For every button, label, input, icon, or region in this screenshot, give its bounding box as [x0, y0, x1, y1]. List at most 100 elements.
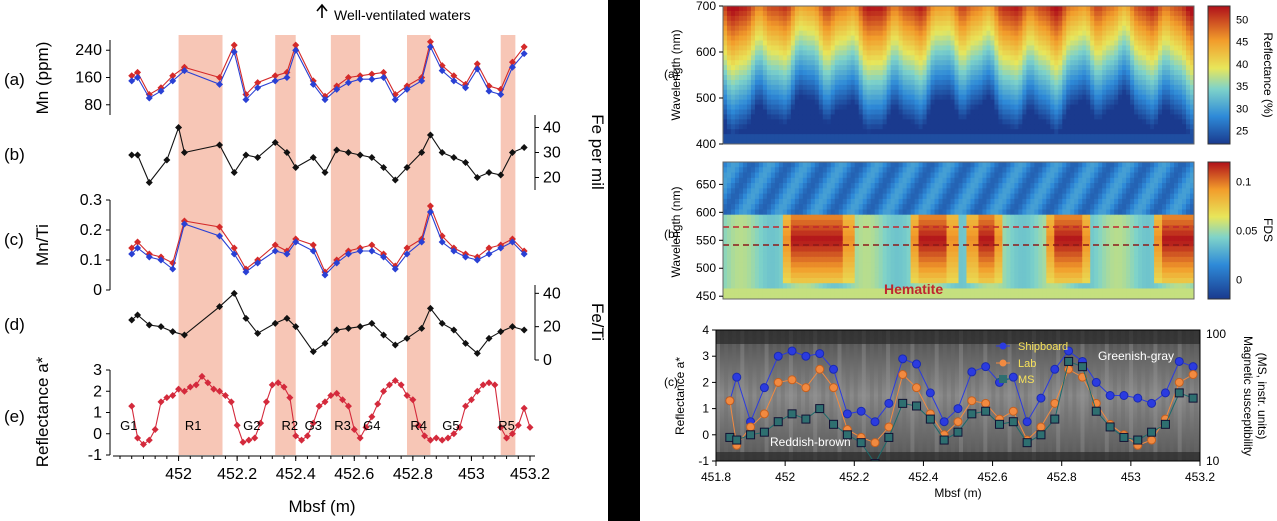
heat-a-cell: [1162, 109, 1167, 116]
heat-a-cell: [1098, 119, 1103, 125]
heat-a-cell: [958, 75, 964, 81]
heat-a-cell: [1066, 30, 1071, 37]
heat-a-cell: [830, 79, 836, 86]
heat-a-cell: [750, 129, 756, 135]
heat-a-cell: [770, 50, 776, 56]
heat-a-cell: [886, 134, 892, 140]
heat-b-cell: [878, 172, 884, 179]
heat-b-cell: [738, 235, 744, 242]
heat-a-cell: [830, 60, 836, 66]
heat-b-cell: [874, 162, 880, 168]
heat-a-cell: [1134, 129, 1139, 135]
heat-b-cell: [850, 177, 856, 184]
heat-b-cell: [826, 241, 832, 247]
heat-a-cell: [990, 124, 996, 130]
heat-b-cell: [886, 177, 892, 184]
heat-a-cell: [1006, 84, 1011, 91]
heat-a-cell: [974, 65, 980, 71]
heat-a-cell: [1078, 129, 1083, 135]
heat-b-cell: [830, 193, 836, 200]
heat-b-cell: [770, 198, 776, 205]
heat-a-cell: [898, 10, 904, 17]
heat-b-cell: [762, 167, 768, 174]
heat-a-cell: [1086, 89, 1091, 96]
heat-a-cell: [754, 25, 760, 32]
heat-a-cell: [918, 50, 924, 56]
feti-series-point: [230, 289, 238, 297]
heat-b-cell: [822, 209, 828, 216]
heat-b-cell: [850, 262, 856, 268]
heat-a-cell: [782, 20, 788, 27]
heat-a-cell: [994, 60, 1000, 66]
heat-a-cell: [854, 70, 860, 76]
heat-b-cell: [830, 277, 836, 284]
heat-b-cell: [906, 293, 912, 299]
heat-a-cell: [762, 75, 768, 81]
heat-b-cell: [842, 177, 848, 184]
heat-b-cell: [742, 251, 748, 258]
heat-a-cell: [842, 50, 848, 56]
heat-a-cell: [814, 134, 820, 140]
heat-a-cell: [850, 134, 856, 140]
heat-b-cell: [810, 162, 816, 168]
heat-a-cell: [1178, 94, 1183, 101]
heat-b-cell: [758, 183, 764, 189]
heat-a-cell: [730, 75, 736, 81]
heat-b-cell: [898, 209, 904, 216]
heat-a-cell: [1122, 25, 1127, 32]
heat-b-cell: [726, 193, 732, 200]
heat-b-cell: [834, 262, 840, 268]
heat-b-cell: [790, 193, 796, 200]
heat-a-cell: [1130, 70, 1135, 76]
heat-a-cell: [1042, 40, 1047, 47]
heat-a-cell: [986, 114, 992, 120]
heat-a-cell: [842, 84, 848, 91]
reflectance-series-point: [362, 423, 370, 431]
heat-b-cell: [806, 293, 812, 299]
heat-b-cell: [802, 172, 808, 179]
heat-a-cell: [1166, 99, 1171, 106]
heat-a-cell: [842, 55, 848, 61]
heat-a-cell: [930, 35, 936, 42]
heat-a-cell: [1174, 25, 1179, 32]
heat-b-cell: [730, 272, 736, 279]
heat-a-cell: [794, 65, 800, 71]
heat-a-cell: [782, 70, 788, 76]
heat-a-cell: [762, 124, 768, 130]
heat-a-cell: [1138, 55, 1143, 61]
heat-a-cell: [1130, 65, 1135, 71]
heat-a-cell: [878, 99, 884, 106]
heat-a-cell: [914, 99, 920, 106]
heat-b-cell: [742, 256, 748, 263]
heat-b-cell: [894, 241, 900, 247]
heat-b-cell: [782, 246, 788, 253]
heat-a-cell: [1174, 35, 1179, 42]
heat-b-cell: [790, 167, 796, 174]
heat-b-cell: [858, 267, 864, 274]
zone-label: R2: [282, 418, 299, 433]
heat-a-cell: [782, 99, 788, 106]
heat-a-cell: [814, 15, 820, 22]
heat-a-cell: [1002, 70, 1007, 76]
heat-a-cell: [1158, 75, 1163, 81]
heat-a-cell: [962, 60, 968, 66]
heat-b-cell: [723, 251, 728, 258]
heat-a-cell: [1074, 139, 1079, 144]
heat-a-cell: [1066, 35, 1071, 42]
heat-a-cell: [870, 45, 876, 51]
heat-a-cell: [974, 129, 980, 135]
heat-a-cell: [1046, 45, 1051, 51]
heat-a-cell: [794, 104, 800, 111]
heat-a-cell: [738, 15, 744, 22]
heat-b-cell: [818, 251, 824, 258]
heat-a-cell: [1014, 40, 1019, 47]
heat-a-cell: [1154, 79, 1159, 86]
heat-a-cell: [950, 55, 956, 61]
heat-a-cell: [938, 15, 944, 22]
mn-series-blue-point: [169, 77, 177, 85]
heat-a-cell: [826, 25, 832, 32]
heat-a-cell: [758, 45, 764, 51]
heat-b-cell: [854, 177, 860, 184]
heat-a-cell: [802, 40, 808, 47]
heat-a-cell: [882, 109, 888, 116]
